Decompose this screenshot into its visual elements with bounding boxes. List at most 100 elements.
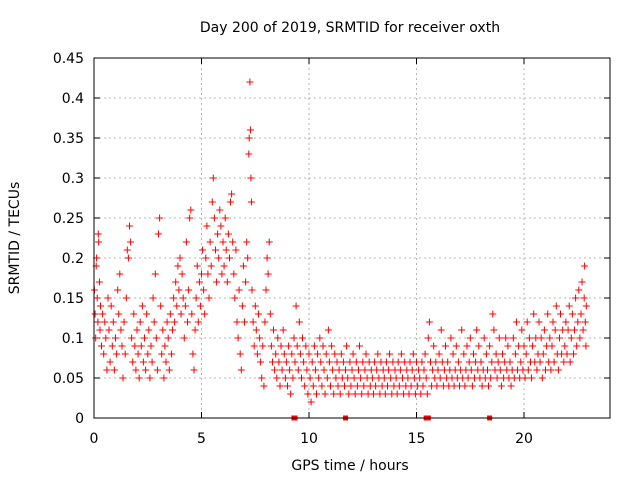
data-point (160, 374, 168, 382)
data-point (215, 254, 223, 262)
data-point (287, 390, 295, 398)
data-point (258, 374, 266, 382)
data-point (292, 302, 300, 310)
data-point (530, 310, 538, 318)
data-point (259, 342, 267, 350)
data-point (113, 350, 121, 358)
data-point (346, 358, 354, 366)
tick-labels: 0 0.05 0.1 0.15 0.2 0.25 0.3 0.35 0.4 0.45 0 5 10 15 2… (53, 51, 533, 447)
data-point (221, 214, 229, 222)
data-point (135, 374, 143, 382)
data-point (392, 374, 400, 382)
data-point (470, 350, 477, 358)
data-point (279, 326, 287, 334)
data-point (123, 246, 131, 254)
data-point (200, 286, 208, 294)
data-point (406, 358, 414, 366)
data-point (95, 238, 103, 246)
data-point (487, 374, 495, 382)
data-point (482, 350, 490, 358)
data-point (421, 350, 429, 358)
data-point (506, 358, 514, 366)
data-point (303, 366, 311, 374)
data-point (199, 246, 207, 254)
data-point (153, 366, 161, 374)
data-point (184, 318, 191, 326)
y-tick-label: 0.3 (62, 171, 84, 187)
data-point (353, 382, 361, 390)
data-point (274, 334, 282, 342)
data-point (324, 326, 332, 334)
data-point (358, 390, 366, 398)
data-point (504, 342, 512, 350)
data-point (288, 350, 296, 358)
data-point (435, 350, 443, 358)
data-point (550, 358, 558, 366)
data-point (129, 358, 137, 366)
data-point (416, 374, 424, 382)
data-point (201, 310, 209, 318)
data-point (188, 310, 196, 318)
data-point (94, 318, 102, 326)
data-point (473, 326, 481, 334)
data-point (203, 222, 211, 230)
data-point (562, 318, 570, 326)
data-point (371, 358, 379, 366)
data-point (116, 270, 124, 278)
data-point (167, 350, 175, 358)
data-point (552, 302, 560, 310)
data-point (452, 342, 460, 350)
data-point (300, 358, 308, 366)
x-axis-label: GPS time / hours (291, 458, 408, 474)
data-point (261, 318, 269, 326)
data-point (128, 334, 136, 342)
data-point (582, 342, 590, 350)
data-point (540, 326, 548, 334)
y-tick-label: 0.4 (62, 91, 84, 107)
data-point (249, 318, 257, 326)
data-point (304, 390, 312, 398)
data-point (155, 230, 162, 238)
data-point (217, 222, 225, 230)
data-point (579, 326, 587, 334)
x-tick-label: 5 (197, 431, 206, 447)
data-point (169, 326, 176, 334)
chart-title: Day 200 of 2019, SRMTID for receiver oxt… (200, 20, 500, 36)
data-point (163, 318, 171, 326)
data-point (485, 382, 492, 390)
data-point (323, 374, 331, 382)
data-point (245, 150, 253, 158)
data-point (151, 270, 159, 278)
data-point (513, 318, 520, 326)
data-point (106, 358, 114, 366)
data-point (486, 342, 494, 350)
data-point (380, 374, 388, 382)
data-point (581, 262, 589, 270)
data-point (343, 342, 351, 350)
data-point (361, 366, 369, 374)
data-point (580, 294, 588, 302)
data-point (110, 366, 118, 374)
data-point (419, 382, 427, 390)
data-point (546, 334, 554, 342)
data-point (235, 286, 243, 294)
data-point (336, 390, 344, 398)
data-point (331, 350, 339, 358)
data-point (205, 294, 213, 302)
data-point (124, 254, 132, 262)
data-point (314, 350, 322, 358)
data-point (465, 358, 473, 366)
data-point (256, 334, 264, 342)
data-point (175, 286, 183, 294)
data-point (466, 334, 474, 342)
data-point (341, 382, 348, 390)
plot-frame (93, 57, 611, 419)
data-point (253, 350, 261, 358)
data-point (381, 390, 389, 398)
data-point (234, 334, 242, 342)
data-point (187, 206, 195, 214)
data-point (198, 270, 205, 278)
data-point (115, 310, 123, 318)
data-point (337, 350, 345, 358)
data-point (112, 334, 119, 342)
